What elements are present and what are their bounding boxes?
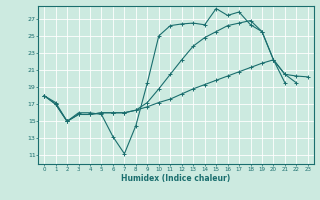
X-axis label: Humidex (Indice chaleur): Humidex (Indice chaleur) [121, 174, 231, 183]
